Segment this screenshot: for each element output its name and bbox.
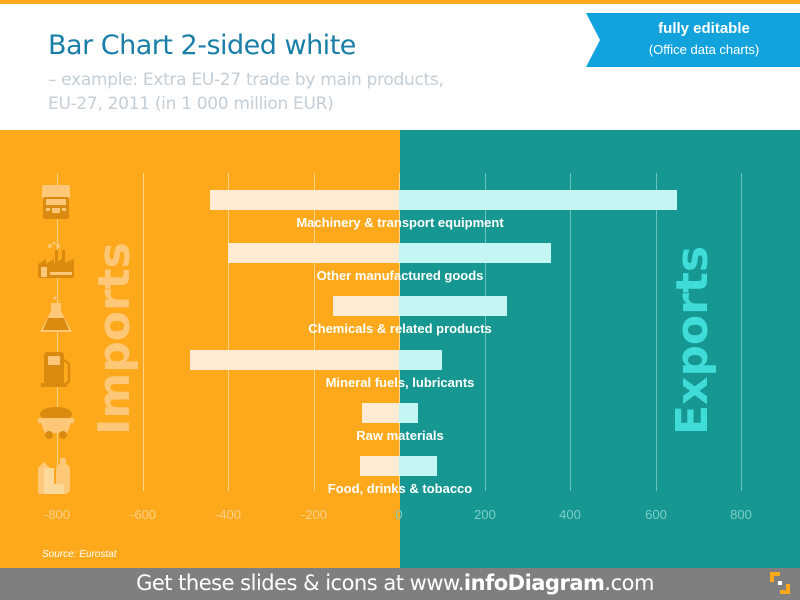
category-label: Machinery & transport equipment [296, 215, 504, 230]
x-tick: -600 [129, 507, 157, 522]
imports-bar [228, 243, 399, 263]
badge-line-1: fully editable [658, 20, 750, 37]
footer-text[interactable]: Get these slides & icons at www.infoDiag… [0, 571, 790, 595]
gridline [485, 173, 486, 491]
flask-icon [40, 296, 72, 332]
mine-cart-icon [38, 407, 74, 439]
bar-row-mineral-fuels [0, 350, 800, 370]
imports-bar [210, 190, 399, 210]
footer-brand: infoDiagram [463, 571, 605, 595]
x-tick: -400 [214, 507, 242, 522]
infodiagram-logo-icon [770, 572, 790, 594]
category-label: Other manufactured goods [316, 268, 484, 283]
imports-bar [362, 403, 399, 423]
subtitle-line-1: – example: Extra EU-27 trade by main pro… [48, 70, 444, 90]
gridline [741, 173, 742, 491]
page-title: Bar Chart 2-sided white [48, 30, 356, 61]
bar-row-raw-materials [0, 403, 800, 423]
footer-suffix: .com [604, 571, 654, 595]
exports-bar [399, 296, 507, 316]
x-tick: -800 [43, 507, 71, 522]
exports-bar [399, 403, 418, 423]
x-tick: 600 [645, 507, 667, 522]
badge-line-2: (Office data charts) [648, 42, 760, 57]
category-label: Raw materials [356, 428, 444, 443]
bar-row-machinery [0, 190, 800, 210]
top-accent-stripe [0, 0, 800, 4]
gridline [314, 173, 315, 491]
bar-row-other-manufactured [0, 243, 800, 263]
gridline [228, 173, 229, 491]
exports-bar [399, 190, 677, 210]
imports-bar [360, 456, 399, 476]
factory-icon [38, 241, 74, 278]
x-tick: 200 [474, 507, 496, 522]
bar-row-chemicals [0, 296, 800, 316]
exports-bar [399, 456, 437, 476]
imports-bar [333, 296, 399, 316]
footer-bar: Get these slides & icons at www.infoDiag… [0, 568, 800, 600]
x-tick: 400 [559, 507, 581, 522]
page-subtitle: – example: Extra EU-27 trade by main pro… [48, 68, 444, 116]
category-label: Food, drinks & tobacco [327, 481, 473, 496]
category-label: Mineral fuels, lubricants [325, 375, 475, 390]
x-tick: 0 [395, 507, 403, 522]
fuel-pump-icon [41, 352, 71, 387]
gridline-zero [399, 173, 400, 491]
subtitle-line-2: EU-27, 2011 (in 1 000 million EUR) [48, 94, 334, 114]
x-tick: 800 [730, 507, 752, 522]
category-label: Chemicals & related products [308, 321, 492, 336]
truck-icon [42, 185, 70, 219]
footer-prefix: Get these slides & icons at www. [136, 571, 464, 595]
gridline [570, 173, 571, 491]
food-drinks-icon [38, 458, 70, 494]
x-tick: -200 [300, 507, 328, 522]
source-note: Source: Eurostat [42, 549, 117, 560]
fully-editable-badge: fully editable (Office data charts) [586, 13, 800, 67]
exports-bar [399, 243, 551, 263]
bar-row-food [0, 456, 800, 476]
exports-bar [399, 350, 442, 370]
gridline [143, 173, 144, 491]
gridline [656, 173, 657, 491]
imports-bar [190, 350, 399, 370]
